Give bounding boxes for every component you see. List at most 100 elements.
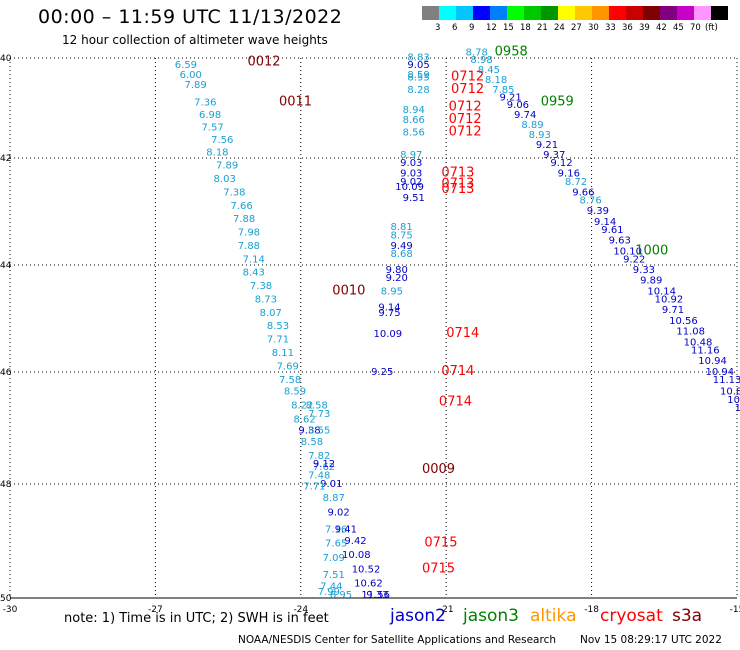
swh-value-label: 7.58 (279, 375, 301, 386)
colorbar-swatch (507, 6, 524, 20)
swh-value-label: 7.89 (184, 80, 206, 91)
y-tick-label: 46 (0, 368, 12, 378)
swh-value-label: 9.02 (327, 507, 349, 518)
swh-value-label: 9.03 (400, 169, 422, 180)
swh-value-label: 8.72 (565, 177, 587, 188)
swh-value-label: 9.37 (543, 150, 565, 161)
y-tick-label: 42 (0, 154, 11, 164)
pass-time-label: 0714 (439, 395, 472, 410)
swh-value-label: 10.94 (698, 356, 727, 367)
colorbar-label: 21 (537, 23, 548, 33)
colorbar-label: 33 (605, 23, 616, 33)
swh-value-label: 8.55 (407, 73, 429, 84)
colorbar-swatch (660, 6, 677, 20)
swh-value-label: 10.52 (352, 564, 381, 575)
colorbar-swatch (592, 6, 609, 20)
colorbar-label: 3 (435, 23, 441, 33)
swh-value-label: 9.49 (390, 241, 412, 252)
swh-value-label: 8.43 (243, 268, 265, 279)
colorbar-label: 70 (690, 23, 701, 33)
swh-value-label: 8.18 (485, 75, 507, 86)
swh-value-label: 9.05 (407, 60, 429, 71)
swh-value-label: 8.76 (579, 195, 601, 206)
swh-value-label: 9.14 (594, 217, 616, 228)
credit-line: NOAA/NESDIS Center for Satellite Applica… (238, 634, 556, 646)
swh-value-label: 9.33 (366, 590, 388, 601)
colorbar-swatch (558, 6, 575, 20)
pass-time-label: 1000 (635, 243, 668, 258)
swh-value-label: 7.66 (231, 201, 253, 212)
swh-value-label: 8.66 (403, 115, 425, 126)
swh-value-label: 7.65 (325, 539, 347, 550)
swh-value-label: 10. (735, 403, 740, 414)
swh-value-label: 11.56 (361, 590, 390, 601)
swh-value-label: 8.97 (400, 150, 422, 161)
swh-value-label: 8.83 (407, 53, 429, 64)
pass-time-label: 0011 (279, 95, 312, 110)
swh-value-label: 7.98 (238, 228, 260, 239)
swh-value-label: 8.18 (206, 148, 228, 159)
colorbar-label: 42 (656, 23, 667, 33)
swh-value-label: 7.36 (194, 98, 216, 109)
colorbar-label: 9 (469, 23, 475, 33)
swh-value-label: 8.81 (390, 222, 412, 233)
swh-value-label: 7.14 (243, 254, 265, 265)
swh-value-label: 7.57 (201, 123, 223, 134)
swh-value-label: 9.75 (378, 308, 400, 319)
pass-time-label: 0713 (441, 176, 474, 191)
pass-time-label: 0714 (446, 326, 479, 341)
colorbar-label: 12 (486, 23, 497, 33)
generation-timestamp: Nov 15 08:29:17 UTC 2022 (580, 634, 722, 646)
swh-value-label: 8.55 (308, 426, 330, 437)
swh-value-label: 8.59 (407, 70, 429, 81)
swh-value-label: 9.61 (601, 225, 623, 236)
swh-value-label: 8.94 (403, 105, 425, 116)
pass-time-label: 0958 (495, 45, 528, 60)
swh-value-label: 7.48 (308, 470, 330, 481)
swh-value-label: 9.63 (609, 236, 631, 247)
colorbar-label: 18 (520, 23, 531, 33)
swh-value-label: 7.71 (303, 482, 325, 493)
swh-value-label: 8.78 (466, 48, 488, 59)
colorbar-swatch (694, 6, 711, 20)
legend-cryosat: cryosat (600, 606, 663, 626)
swh-value-label: 8.73 (255, 294, 277, 305)
x-tick-label: -24 (293, 605, 308, 615)
swh-value-label: 9.03 (400, 158, 422, 169)
swh-value-label: 8.98 (470, 55, 492, 66)
swh-value-label: 8.62 (294, 414, 316, 425)
pass-time-label: 0009 (422, 462, 455, 477)
swh-value-label: 8.22 (291, 400, 313, 411)
colorbar-label: 24 (554, 23, 565, 33)
swh-value-label: 8.03 (214, 174, 236, 185)
swh-value-label: 8.59 (284, 386, 306, 397)
colorbar-label: 15 (503, 23, 514, 33)
swh-value-label: 9.25 (371, 367, 393, 378)
y-tick-label: 50 (0, 594, 12, 604)
swh-value-label: 9.06 (507, 100, 529, 111)
swh-value-label: 9.39 (587, 206, 609, 217)
swh-value-label: 6.98 (199, 110, 221, 121)
swh-value-label: 9.71 (662, 305, 684, 316)
swh-value-label: 9.21 (536, 140, 558, 151)
colorbar-swatch (609, 6, 626, 20)
swh-value-label: 8.87 (323, 493, 345, 504)
swh-value-label: 9.41 (335, 524, 357, 535)
colorbar-swatch (422, 6, 439, 20)
swh-value-label: 7.38 (223, 187, 245, 198)
swh-value-label: 8.95 (381, 286, 403, 297)
pass-time-label: 0712 (449, 112, 482, 127)
pass-time-label: 0712 (449, 125, 482, 140)
swh-value-label: 8.07 (260, 308, 282, 319)
swh-value-label: 9.51 (403, 193, 425, 204)
swh-value-label: 7.44 (320, 581, 342, 592)
swh-value-label: 8.58 (306, 400, 328, 411)
swh-value-label: 8.28 (407, 85, 429, 96)
swh-value-label: 7.99 (318, 587, 340, 598)
colorbar-swatch (643, 6, 660, 20)
swh-value-label: 10.48 (684, 337, 713, 348)
swh-value-label: 7.56 (211, 135, 233, 146)
swh-value-label: 7.51 (323, 570, 345, 581)
swh-value-label: 9.20 (386, 273, 408, 284)
swh-value-label: 10.7 (727, 395, 740, 406)
